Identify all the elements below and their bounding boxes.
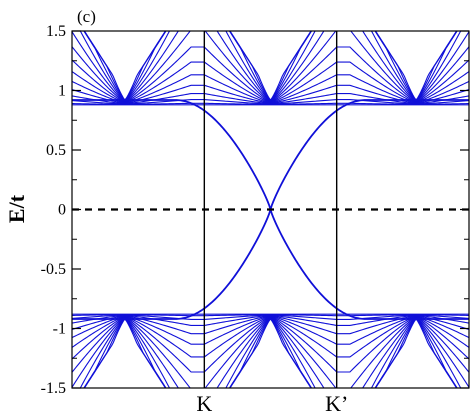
y-tick-label: -1.5 [41,380,66,397]
y-tick-label: 0.5 [46,142,66,159]
y-tick-label: -0.5 [41,261,66,278]
y-axis: -1.5 -1 -0.5 0 0.5 1 1.5 [41,23,469,397]
conduction-band-12 [83,31,458,102]
valence-band-12 [83,317,458,388]
y-tick-label: 0 [58,202,66,219]
panel-label: (c) [77,7,96,26]
valence-band-11 [79,317,462,388]
y-tick-label: 1 [58,83,66,100]
valence-band-13 [83,317,458,388]
y-axis-label: E/t [4,194,29,223]
conduction-band-11 [79,31,462,102]
reference-lines [72,31,469,388]
y-tick-label: 1.5 [46,23,66,40]
valence-band-14 [83,318,458,388]
band-lines [72,31,469,388]
x-tick-label: K’ [325,391,348,416]
x-axis: K K’ [196,391,348,416]
conduction-band-14 [83,31,458,101]
y-tick-label: -1 [53,321,66,338]
conduction-band-13 [83,31,458,102]
x-tick-label: K [196,391,212,416]
